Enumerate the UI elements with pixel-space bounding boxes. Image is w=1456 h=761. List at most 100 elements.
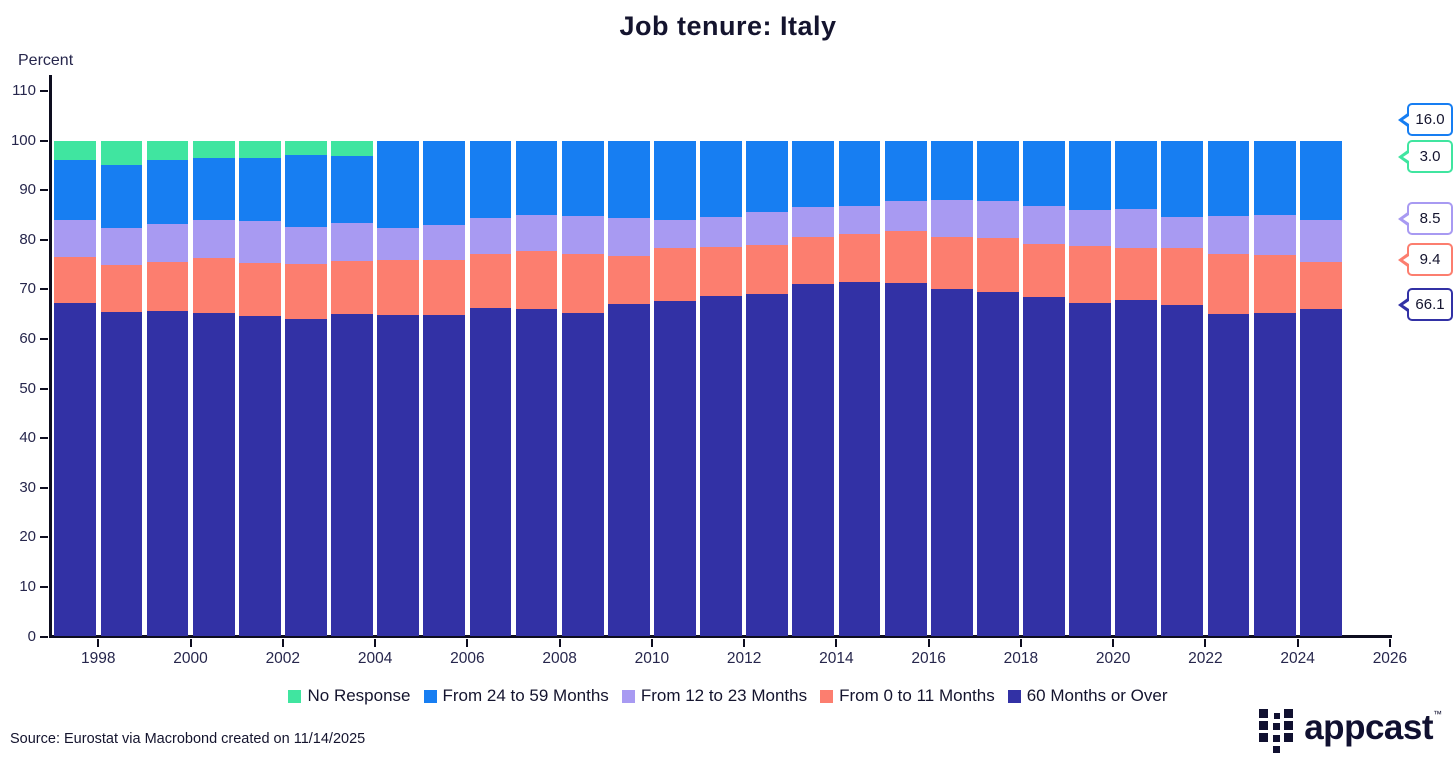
bar-segment-2010: [654, 219, 696, 249]
bar-segment-2006: [469, 308, 512, 637]
bar-segment-2014: [838, 234, 881, 282]
bar-segment-1997: [54, 140, 97, 161]
x-tick-label: 2010: [634, 650, 670, 667]
bar-segment-2012: [746, 211, 789, 245]
bar-segment-2003: [331, 261, 373, 315]
bar-segment-2024: [1299, 220, 1342, 263]
bar-segment-2016: [930, 140, 973, 200]
x-tick-mark: [1204, 639, 1207, 647]
bar-segment-2001: [238, 262, 281, 316]
bar-segment-2008: [561, 215, 604, 254]
x-tick-label: 2020: [1095, 650, 1131, 667]
bar-segment-2005: [423, 140, 466, 225]
bar-segment-1998: [100, 312, 143, 637]
bar-segment-2006: [469, 218, 512, 254]
bar-segment-2001: [238, 157, 281, 221]
chart-title: Job tenure: Italy: [619, 11, 837, 41]
y-tick-mark: [40, 238, 48, 241]
legend-item: From 12 to 23 Months: [621, 686, 807, 706]
y-tick-label: 70: [19, 280, 36, 298]
bar-segment-2000: [192, 140, 235, 158]
bar-segment-2000: [192, 157, 235, 221]
bar-segment-2020: [1115, 209, 1158, 249]
bar-segment-2000: [192, 220, 235, 259]
legend-label: No Response: [307, 686, 411, 705]
legend-swatch-icon: [820, 689, 834, 703]
logo-square: [1273, 746, 1281, 753]
bar-segment-2022: [1207, 253, 1250, 315]
bar-segment-2015: [884, 282, 927, 637]
bar-segment-2005: [423, 224, 466, 261]
y-tick-label: 100: [10, 131, 36, 149]
y-tick-label: 20: [19, 528, 36, 546]
x-tick-label: 2000: [173, 650, 208, 667]
bar-segment-2008: [561, 253, 604, 314]
bar-segment-2002: [285, 226, 327, 264]
x-axis-line: [49, 635, 1392, 638]
bar-segment-2007: [515, 214, 558, 251]
bar-segment-2009: [607, 256, 650, 305]
bar-segment-2022: [1207, 215, 1250, 254]
bar-segment-2009: [607, 218, 650, 257]
bar-segment-2019: [1069, 209, 1112, 246]
bar-segment-2015: [884, 140, 927, 202]
bar-segment-2018: [1023, 244, 1065, 297]
bar-segment-2018: [1023, 296, 1065, 637]
bar-segment-2010: [654, 248, 696, 301]
x-tick-label: 2012: [726, 650, 762, 667]
legend-item: No Response: [288, 686, 411, 706]
bar-segment-2011: [700, 246, 742, 296]
x-tick-label: 2014: [819, 650, 854, 667]
bar-segment-2018: [1023, 205, 1065, 245]
callout-value-from-24-to-59-months: 16.0: [1398, 103, 1453, 136]
bar-segment-2009: [607, 304, 650, 637]
bar-segment-2016: [930, 199, 973, 237]
bar-segment-2012: [746, 140, 789, 212]
bar-segment-2019: [1069, 303, 1112, 637]
appcast-logo: appcast ™: [1259, 705, 1442, 755]
x-tick-label: 2018: [1003, 650, 1039, 667]
bar-segment-2011: [700, 216, 742, 247]
bar-segment-2010: [654, 300, 696, 637]
legend-item: From 0 to 11 Months: [820, 686, 995, 706]
bar-segment-2021: [1161, 305, 1204, 637]
appcast-logo-text: appcast: [1304, 708, 1433, 747]
logo-square: [1273, 735, 1281, 742]
bar-segment-2017: [976, 200, 1019, 239]
y-tick-mark: [40, 90, 48, 93]
x-tick-label: 2026: [1372, 650, 1408, 667]
x-tick-mark: [743, 639, 746, 647]
legend-label: From 24 to 59 Months: [442, 686, 609, 705]
x-tick-mark: [189, 639, 192, 647]
bar-segment-1998: [100, 264, 143, 313]
bar-segment-2024: [1299, 308, 1342, 637]
bar-segment-1999: [146, 159, 189, 224]
bar-segment-1999: [146, 310, 189, 637]
x-tick-mark: [927, 639, 930, 647]
bar-segment-1997: [54, 303, 97, 637]
y-tick-label: 90: [19, 181, 36, 199]
x-tick-mark: [1112, 639, 1115, 647]
legend-swatch-icon: [1007, 689, 1021, 703]
bar-segment-1997: [54, 220, 97, 258]
y-tick-mark: [40, 288, 48, 291]
bar-segment-2005: [423, 260, 466, 315]
legend-item: 60 Months or Over: [1007, 686, 1168, 706]
x-tick-label: 2016: [911, 650, 946, 667]
legend-swatch-icon: [288, 689, 302, 703]
bar-segment-2015: [884, 231, 927, 283]
y-tick-mark: [40, 139, 48, 142]
bar-segment-2014: [838, 205, 881, 235]
legend: No Response From 24 to 59 Months From 12 t…: [0, 686, 1456, 706]
callout-value-from-12-to-23-months: 8.5: [1398, 202, 1453, 235]
x-tick-label: 2022: [1188, 650, 1223, 667]
bar-segment-2008: [561, 140, 604, 216]
bar-segment-2014: [838, 140, 881, 206]
x-tick-mark: [374, 639, 377, 647]
logo-square: [1273, 723, 1281, 730]
bar-segment-2013: [792, 283, 835, 637]
y-tick-label: 80: [19, 230, 36, 248]
x-tick-mark: [466, 639, 469, 647]
x-tick-mark: [1019, 639, 1022, 647]
